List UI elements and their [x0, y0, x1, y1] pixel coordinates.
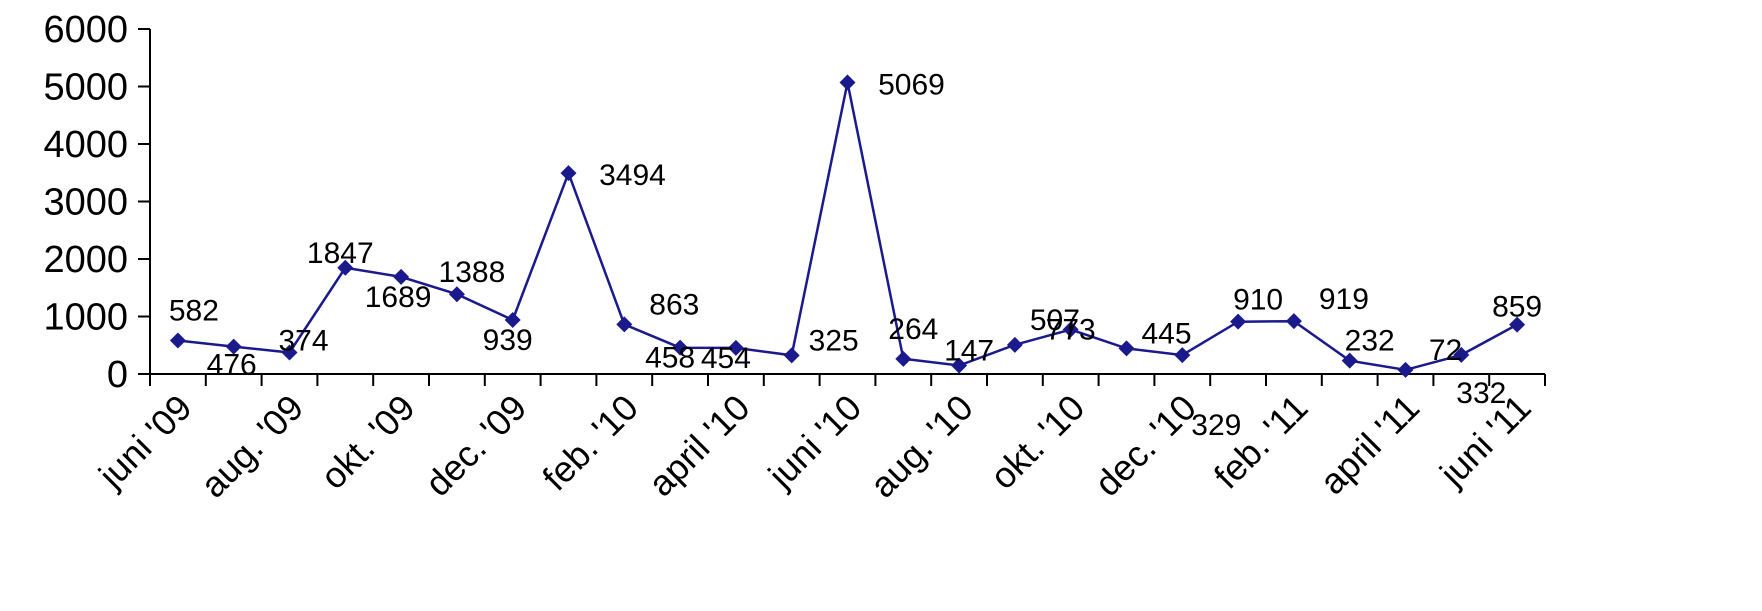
x-tick-label: aug. '09 [192, 387, 311, 506]
data-label: 332 [1456, 377, 1506, 410]
data-point-marker [225, 338, 242, 355]
y-tick-label: 5000 [43, 67, 128, 109]
data-point-marker [1285, 313, 1302, 330]
y-tick-label: 2000 [43, 239, 128, 281]
x-tick-label: aug. '10 [862, 387, 981, 506]
data-label: 773 [1046, 314, 1096, 347]
data-point-marker [281, 344, 298, 361]
data-label: 445 [1141, 317, 1191, 350]
data-point-marker [783, 347, 800, 364]
x-tick-label: dec. '10 [1087, 387, 1204, 504]
data-label: 264 [888, 313, 938, 346]
data-label: 863 [649, 288, 699, 321]
data-point-marker [1062, 321, 1079, 338]
data-point-marker [616, 316, 633, 333]
data-point-marker [727, 339, 744, 356]
x-tick-label: april '11 [1312, 387, 1427, 502]
data-label: 329 [1191, 409, 1241, 442]
y-tick-label: 0 [107, 354, 128, 396]
y-tick-label: 6000 [43, 9, 128, 51]
data-point-marker [560, 165, 577, 182]
x-tick-label: feb. '10 [534, 387, 646, 499]
data-label: 1689 [365, 281, 432, 314]
data-point-marker [337, 259, 354, 276]
data-label: 458 [645, 342, 695, 375]
x-tick-label: okt. '10 [982, 387, 1092, 497]
data-point-marker [1006, 336, 1023, 353]
data-point-marker [1341, 352, 1358, 369]
data-label: 910 [1233, 284, 1283, 317]
series-group [169, 74, 1526, 378]
data-point-marker [1118, 340, 1135, 357]
data-point-marker [895, 350, 912, 367]
y-tick-label: 3000 [43, 182, 128, 224]
data-label: 476 [207, 349, 257, 382]
data-label: 374 [278, 324, 328, 357]
x-tick-label: okt. '09 [312, 387, 422, 497]
data-point-marker [393, 268, 410, 285]
data-label: 859 [1492, 291, 1542, 324]
y-tick-label: 4000 [43, 124, 128, 166]
x-tick-label: dec. '09 [417, 387, 534, 504]
data-point-marker [448, 286, 465, 303]
data-label: 5069 [878, 69, 945, 102]
data-label: 1847 [307, 237, 374, 270]
data-label: 1388 [439, 256, 506, 289]
data-label: 454 [701, 342, 751, 375]
data-point-marker [169, 332, 186, 349]
data-point-marker [504, 312, 521, 329]
data-point-marker [1453, 346, 1470, 363]
data-point-marker [672, 339, 689, 356]
data-label: 232 [1345, 325, 1395, 358]
data-label: 147 [944, 335, 994, 368]
data-label: 939 [483, 324, 533, 357]
data-point-marker [1174, 347, 1191, 364]
x-tick-label: juni '09 [90, 387, 200, 497]
x-tick-label: juni '10 [760, 387, 870, 497]
data-label: 582 [169, 295, 219, 328]
data-point-marker [1509, 316, 1526, 333]
data-label: 919 [1319, 283, 1369, 316]
data-label: 72 [1429, 334, 1462, 367]
x-tick-label: april '10 [640, 387, 757, 504]
data-label: 325 [809, 324, 859, 357]
data-point-marker [951, 357, 968, 374]
data-point-marker [839, 74, 856, 91]
data-point-marker [1397, 361, 1414, 378]
data-label: 3494 [599, 159, 666, 192]
y-tick-label: 1000 [43, 297, 128, 339]
data-point-marker [1230, 313, 1247, 330]
data-label: 507 [1030, 304, 1080, 337]
y-axis-ticks: 0 1000 2000 3000 4000 5000 6000 [43, 9, 150, 396]
